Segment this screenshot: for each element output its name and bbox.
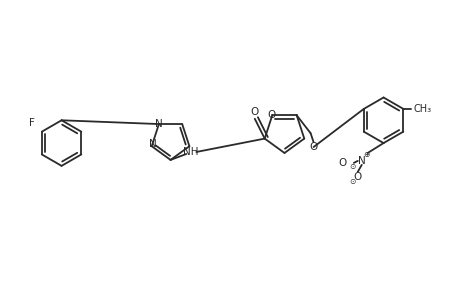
Text: N: N	[155, 119, 162, 129]
Text: O: O	[338, 158, 346, 168]
Text: O: O	[267, 110, 275, 120]
Text: CH₃: CH₃	[412, 104, 431, 114]
Text: ⊙: ⊙	[349, 177, 355, 186]
Text: N: N	[357, 156, 365, 166]
Text: O: O	[309, 142, 317, 152]
Text: O: O	[250, 107, 258, 117]
Text: N: N	[149, 139, 156, 149]
Text: ⊙: ⊙	[349, 162, 355, 171]
Text: O: O	[353, 172, 361, 182]
Text: NH: NH	[182, 147, 198, 157]
Text: ⊕: ⊕	[363, 151, 369, 160]
Text: F: F	[29, 118, 35, 128]
